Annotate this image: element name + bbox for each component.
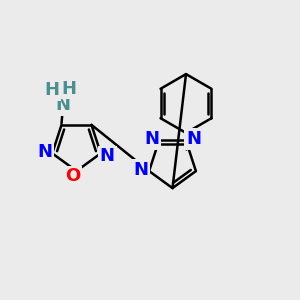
- Text: N: N: [133, 160, 148, 178]
- Text: N: N: [144, 130, 159, 148]
- Text: N: N: [186, 130, 201, 148]
- Text: N: N: [100, 147, 115, 165]
- Text: N: N: [37, 143, 52, 161]
- Text: O: O: [65, 167, 80, 185]
- Text: H: H: [61, 80, 76, 98]
- Text: N: N: [56, 96, 70, 114]
- Text: H: H: [44, 81, 59, 99]
